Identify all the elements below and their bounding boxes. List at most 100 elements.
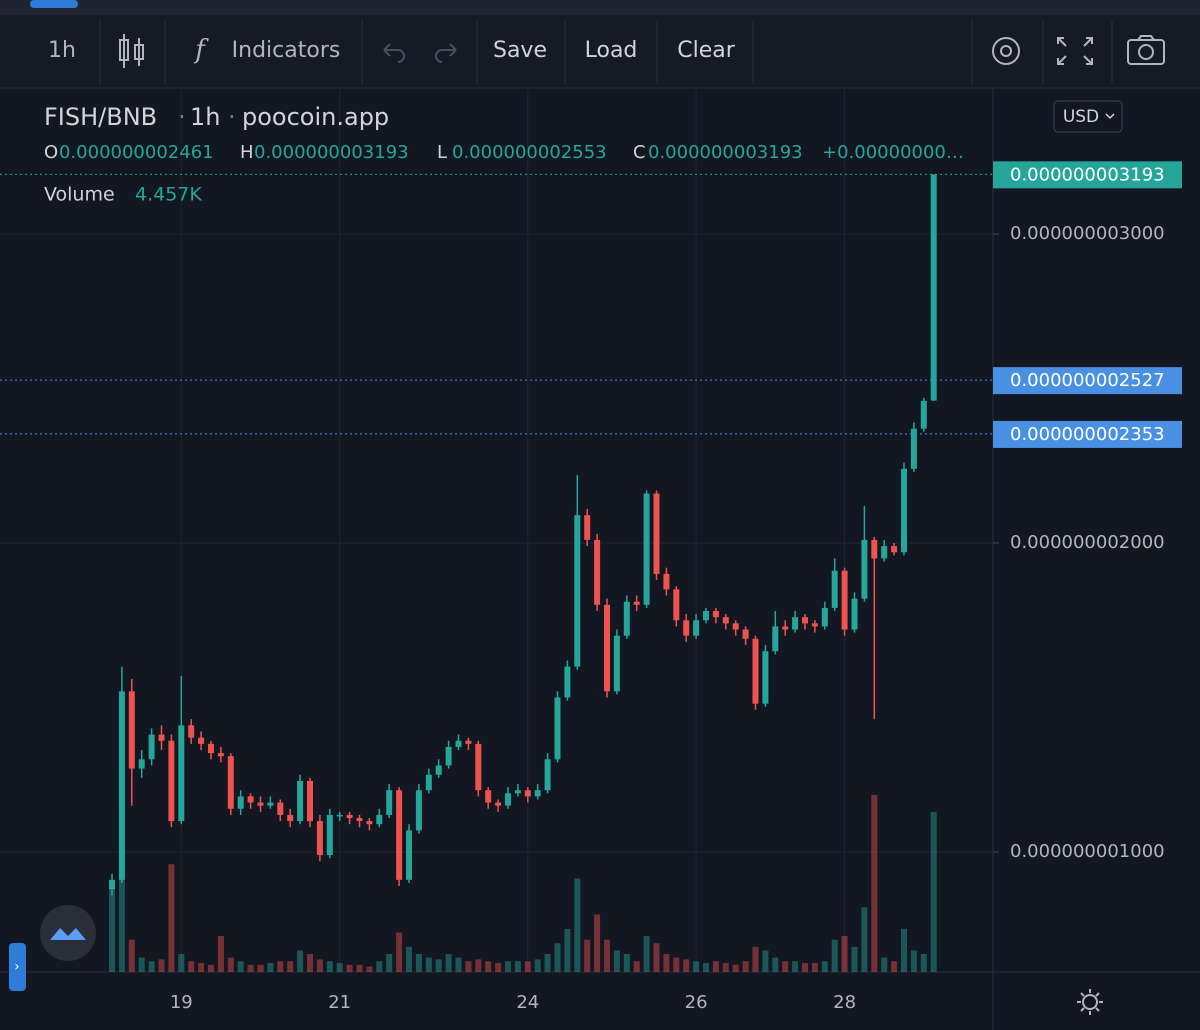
volume-bar	[158, 959, 165, 972]
volume-bar	[920, 954, 927, 972]
candle-body	[831, 570, 838, 608]
candle-body	[762, 651, 769, 704]
volume-bar	[782, 961, 789, 972]
volume-bar	[722, 963, 729, 972]
candle-body	[495, 802, 502, 806]
legend-key: H	[240, 142, 254, 163]
volume-bar	[802, 963, 808, 972]
volume-bar	[851, 946, 858, 972]
price-label-box	[993, 161, 1182, 189]
save-button[interactable]: Save	[493, 38, 547, 63]
candle-body	[287, 814, 294, 822]
candle-body	[406, 830, 412, 880]
candle-body	[109, 879, 115, 890]
volume-bar	[792, 961, 799, 972]
candle-body	[475, 743, 482, 791]
candle-body	[752, 638, 759, 704]
candle-body	[376, 814, 383, 825]
volume-bar	[534, 959, 541, 972]
x-tick-label: 21	[328, 992, 351, 1013]
currency-label[interactable]: USD	[1063, 107, 1099, 127]
candle-body	[742, 629, 749, 639]
volume-bar	[188, 961, 195, 972]
side-tab[interactable]	[9, 943, 26, 991]
candle-body	[435, 765, 442, 775]
volume-bar	[297, 950, 304, 972]
interval-button[interactable]: 1h	[48, 38, 76, 63]
symbol: FISH/BNB	[44, 103, 157, 131]
currency-button[interactable]	[1053, 100, 1123, 133]
top-strip	[0, 0, 1200, 15]
candle-body	[920, 400, 927, 429]
legend-value: 0.000000003193	[648, 142, 803, 163]
candle-body	[148, 734, 155, 760]
volume-bar	[178, 954, 185, 972]
volume-bar	[366, 966, 373, 972]
volume-bar	[287, 961, 294, 972]
logo-icon	[50, 928, 86, 940]
volume-bar	[445, 954, 452, 972]
candle-body	[257, 802, 264, 806]
candle-body	[505, 793, 511, 806]
candle-body	[881, 546, 888, 559]
candle-body	[851, 598, 858, 630]
fullscreen-icon[interactable]	[1057, 37, 1093, 65]
volume-bar	[871, 794, 878, 972]
volume-bar	[247, 964, 254, 972]
candle-body	[861, 539, 868, 599]
undo-redo[interactable]	[383, 43, 457, 63]
volume-bar	[406, 946, 412, 972]
volume-bar	[138, 957, 145, 972]
candle-body	[326, 814, 333, 856]
screenshot-icon[interactable]	[1127, 35, 1165, 65]
candle-body	[683, 620, 690, 636]
volume-bar	[514, 961, 521, 972]
volume-bar	[891, 961, 898, 972]
candle-body	[891, 546, 898, 553]
candle-body	[594, 539, 601, 605]
indicators-button[interactable]: Indicators	[232, 38, 341, 63]
clear-button[interactable]: Clear	[677, 38, 735, 63]
candle-body	[396, 790, 403, 880]
candle-type-icon[interactable]	[119, 34, 144, 68]
candle-body	[198, 737, 205, 744]
volume-bar	[326, 961, 333, 972]
chevron	[1105, 113, 1115, 120]
load-button[interactable]: Load	[585, 38, 638, 63]
candle-body	[227, 756, 234, 809]
volume-bar	[841, 936, 848, 972]
overlay: FISH/BNB · 1h · poocoin.app USD +0.00000…	[9, 100, 1182, 1015]
x-tick-label: 19	[170, 992, 193, 1013]
volume-bar	[118, 846, 125, 972]
volume-bar	[316, 959, 323, 972]
candle-body	[336, 814, 343, 817]
price-label-box	[993, 367, 1182, 395]
candle-body	[316, 821, 323, 856]
volume-bar	[703, 963, 709, 972]
volume-bar	[712, 961, 719, 972]
settings-icon[interactable]	[992, 37, 1020, 65]
price-label: 0.000000003193	[1010, 164, 1165, 185]
volume-bar	[693, 961, 700, 972]
separator: ·	[228, 103, 236, 131]
volume-bar	[930, 811, 937, 972]
candle-body	[663, 573, 670, 590]
logo-button[interactable]	[40, 905, 96, 961]
volume-bar	[168, 864, 175, 972]
volume-bar	[485, 961, 492, 972]
volume-bar	[336, 963, 343, 972]
candle-body	[208, 743, 214, 754]
candle-body	[455, 740, 462, 747]
candle-body	[514, 790, 521, 794]
auto-scale-icon[interactable]	[1077, 989, 1103, 1015]
volume-bar	[386, 954, 393, 972]
volume-bar	[356, 964, 363, 972]
volume-bar	[742, 961, 749, 972]
volume-bar	[663, 954, 670, 972]
volume-bar	[495, 963, 502, 972]
candle-body	[554, 697, 561, 760]
volume-bar	[425, 957, 432, 972]
candle-body	[732, 623, 739, 630]
candle-body	[584, 515, 591, 540]
volume-bar	[376, 961, 383, 972]
